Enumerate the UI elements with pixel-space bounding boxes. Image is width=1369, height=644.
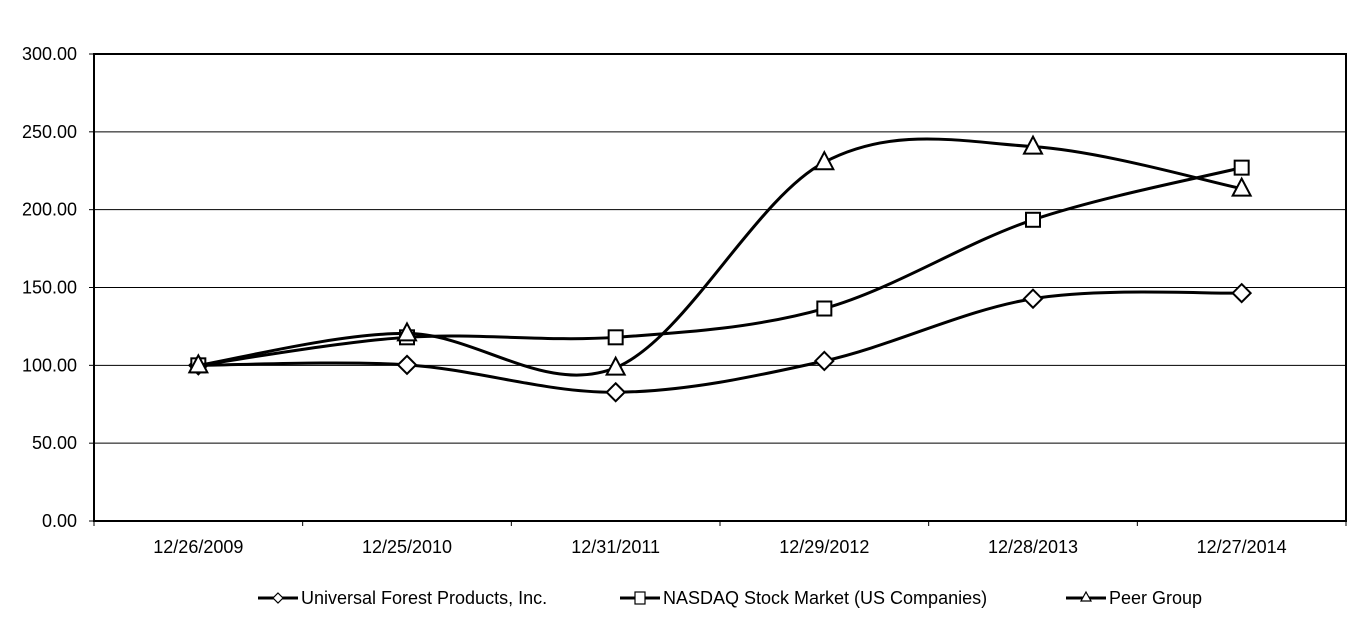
data-point-diamond bbox=[813, 350, 835, 372]
series-line bbox=[198, 290, 1242, 394]
legend-diamond-icon bbox=[272, 592, 284, 604]
data-point-square bbox=[816, 300, 833, 317]
data-point-square bbox=[607, 329, 624, 346]
y-tick-label: 200.00 bbox=[22, 200, 77, 220]
data-point-diamond bbox=[1022, 288, 1044, 310]
data-point-triangle bbox=[813, 150, 835, 171]
y-tick-label: 100.00 bbox=[22, 355, 77, 375]
series-line bbox=[198, 166, 1243, 367]
series-line bbox=[198, 137, 1242, 377]
data-point-triangle bbox=[605, 355, 627, 376]
legend: Universal Forest Products, Inc. NASDAQ St… bbox=[258, 588, 1202, 608]
gridlines bbox=[94, 131, 1346, 444]
data-point-diamond bbox=[605, 381, 627, 403]
y-axis-ticks: 0.00 50.00 100.00 150.00 200.00 250.00 300.00 bbox=[22, 44, 94, 531]
y-tick-label: 150.00 bbox=[22, 278, 77, 298]
data-point-triangle bbox=[1022, 134, 1044, 155]
data-point-diamond bbox=[396, 354, 418, 376]
y-tick-label: 250.00 bbox=[22, 122, 77, 142]
data-point-diamond bbox=[1231, 282, 1253, 304]
series-group bbox=[187, 134, 1253, 403]
x-axis-ticks: 12/26/2009 12/25/2010 12/31/2011 12/29/2012… bbox=[93, 521, 1347, 557]
legend-label: NASDAQ Stock Market (US Companies) bbox=[663, 588, 987, 608]
x-tick-label: 12/31/2011 bbox=[571, 537, 660, 557]
data-point-square bbox=[1025, 211, 1041, 228]
y-tick-label: 300.00 bbox=[22, 44, 77, 64]
x-tick-label: 12/28/2013 bbox=[988, 537, 1078, 557]
data-point-triangle bbox=[1231, 176, 1253, 197]
legend-item: Universal Forest Products, Inc. bbox=[258, 588, 547, 608]
x-tick-label: 12/26/2009 bbox=[153, 537, 243, 557]
y-tick-label: 50.00 bbox=[32, 433, 77, 453]
legend-triangle-icon bbox=[1079, 590, 1093, 602]
plot-area-border bbox=[93, 53, 1347, 522]
legend-item: Peer Group bbox=[1066, 588, 1202, 608]
legend-label: Universal Forest Products, Inc. bbox=[301, 588, 547, 608]
x-tick-label: 12/29/2012 bbox=[779, 537, 869, 557]
legend-item: NASDAQ Stock Market (US Companies) bbox=[620, 588, 987, 608]
data-point-triangle bbox=[187, 353, 209, 374]
legend-square-icon bbox=[634, 591, 646, 605]
legend-label: Peer Group bbox=[1109, 588, 1202, 608]
y-tick-label: 0.00 bbox=[42, 511, 77, 531]
data-point-square bbox=[1233, 159, 1250, 176]
series-triangle bbox=[187, 134, 1253, 377]
x-tick-label: 12/25/2010 bbox=[362, 537, 452, 557]
x-tick-label: 12/27/2014 bbox=[1197, 537, 1287, 557]
data-point-triangle bbox=[396, 321, 418, 342]
